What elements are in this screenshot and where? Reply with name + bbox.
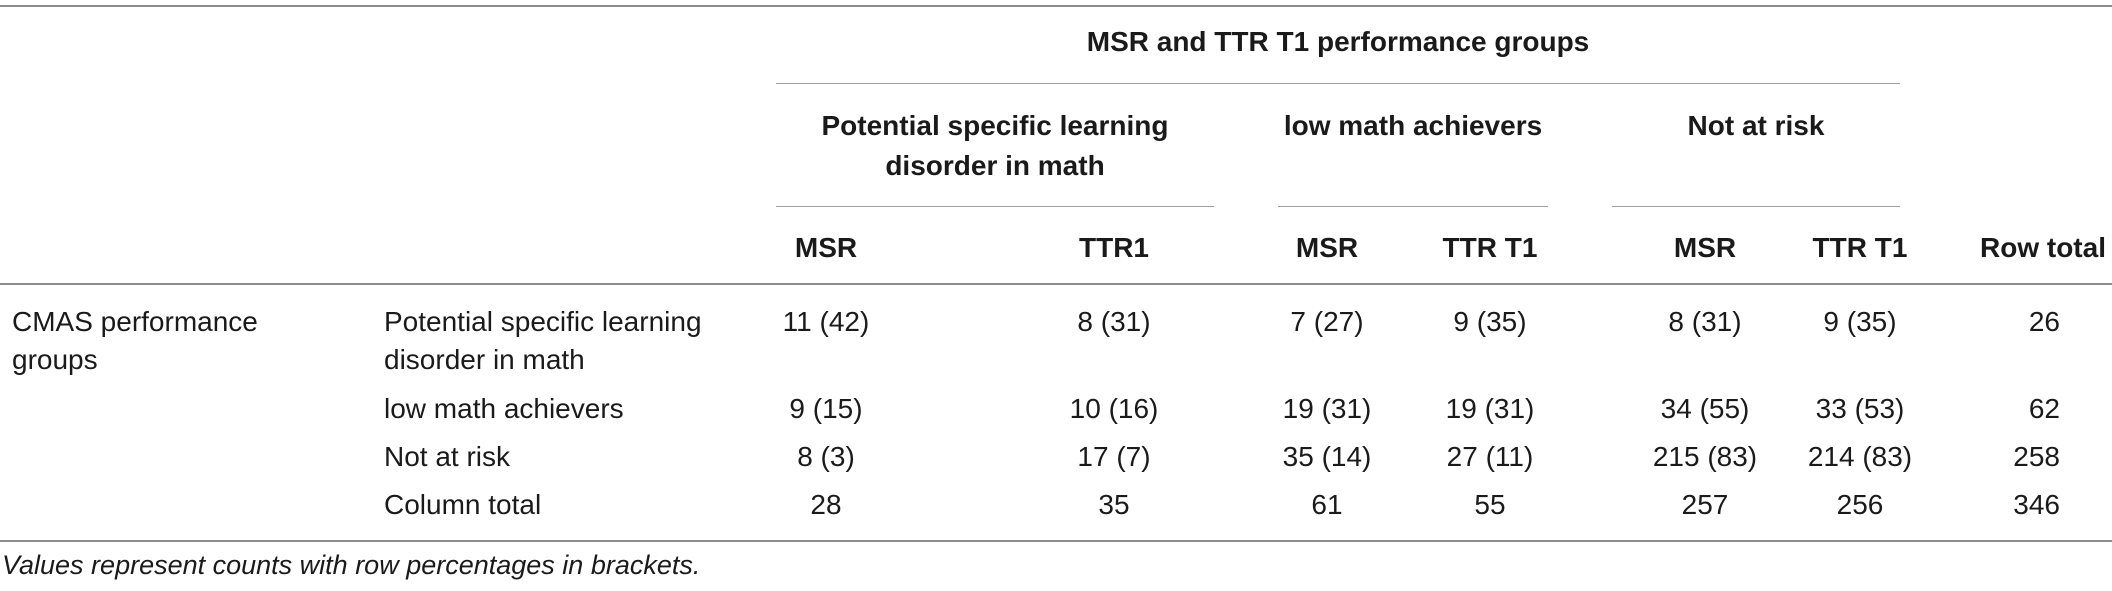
group-header-low-math: low math achievers	[1283, 110, 1543, 141]
table-cell: 35 (14)	[1282, 441, 1372, 472]
table-cell: 9 (35)	[1453, 306, 1527, 337]
group-underline-not-at-risk	[1612, 206, 1900, 207]
table-top-rule	[0, 5, 2112, 7]
group-header-potential-sld: Potential specific learning disorder in …	[821, 110, 1169, 181]
table-cell: 19 (31)	[1282, 393, 1372, 424]
row-total-cell: 258	[2013, 441, 2060, 472]
table-cell: 256	[1836, 489, 1884, 520]
group-header-not-at-risk: Not at risk	[1687, 110, 1825, 141]
group-underline-potential-sld	[776, 206, 1214, 207]
table-cell: 35	[1098, 489, 1130, 520]
row-total-cell: 62	[2028, 393, 2060, 424]
subheader-ttr-1: TTR1	[1079, 232, 1149, 263]
table-cell: 7 (27)	[1290, 306, 1364, 337]
spanner-header: MSR and TTR T1 performance groups	[1086, 26, 1590, 57]
row-label-potential-sld: Potential specific learning disorder in …	[384, 306, 702, 375]
table-cell: 33 (53)	[1815, 393, 1905, 424]
table-cell: 61	[1311, 489, 1343, 520]
table-cell: 28	[810, 489, 842, 520]
subheader-ttr-3: TTR T1	[1812, 232, 1908, 263]
table-cell: 55	[1474, 489, 1506, 520]
table-cell: 8 (31)	[1077, 306, 1151, 337]
subheader-row-total: Row total	[1980, 232, 2106, 263]
subheader-msr-1: MSR	[794, 232, 858, 263]
table-cell: 8 (31)	[1668, 306, 1742, 337]
table-cell: 9 (15)	[789, 393, 863, 424]
row-label-not-at-risk: Not at risk	[384, 441, 511, 472]
row-group-label: CMAS performance groups	[12, 306, 258, 375]
table-cell: 257	[1681, 489, 1729, 520]
table-cell: 8 (3)	[797, 441, 855, 472]
table-cell: 9 (35)	[1823, 306, 1897, 337]
subheader-msr-2: MSR	[1295, 232, 1359, 263]
table-cell: 10 (16)	[1069, 393, 1159, 424]
header-bottom-rule	[0, 283, 2112, 285]
row-total-cell: 346	[2013, 489, 2060, 520]
table-cell: 214 (83)	[1807, 441, 1913, 472]
row-total-cell: 26	[2028, 306, 2060, 337]
table-cell: 215 (83)	[1652, 441, 1758, 472]
table-cell: 19 (31)	[1445, 393, 1535, 424]
subheader-ttr-2: TTR T1	[1442, 232, 1538, 263]
spanner-underline	[776, 83, 1900, 84]
table-bottom-rule	[0, 540, 2112, 542]
table-cell: 17 (7)	[1077, 441, 1151, 472]
row-label-low-math: low math achievers	[384, 393, 624, 424]
group-underline-low-math	[1278, 206, 1548, 207]
table-footnote: Values represent counts with row percent…	[2, 550, 701, 580]
subheader-msr-3: MSR	[1673, 232, 1737, 263]
table-cell: 27 (11)	[1446, 441, 1534, 472]
row-label-column-total: Column total	[384, 489, 542, 520]
table-cell: 34 (55)	[1660, 393, 1750, 424]
table-cell: 11 (42)	[782, 306, 870, 337]
